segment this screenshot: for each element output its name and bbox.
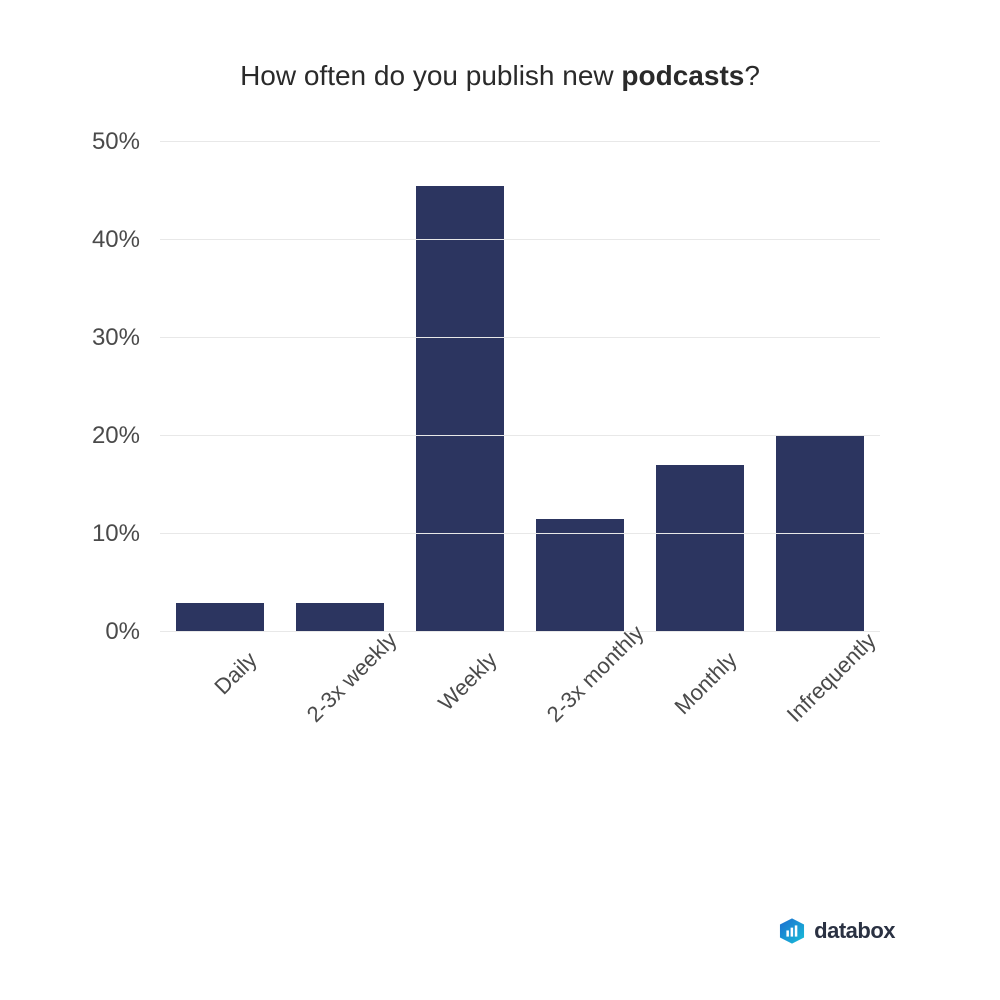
databox-logo: databox: [778, 917, 895, 945]
chart-container: How often do you publish new podcasts? 0…: [0, 0, 1000, 1000]
y-tick-label: 10%: [80, 520, 140, 548]
bar: [176, 603, 264, 632]
databox-logo-text: databox: [814, 918, 895, 944]
title-suffix: ?: [744, 60, 760, 91]
bar: [536, 519, 624, 632]
title-prefix: How often do you publish new: [240, 60, 621, 91]
bar: [296, 603, 384, 632]
y-tick-label: 30%: [80, 324, 140, 352]
y-axis: 0%10%20%30%40%50%: [80, 142, 150, 632]
bar: [656, 465, 744, 632]
title-bold: podcasts: [621, 60, 744, 91]
databox-icon: [778, 917, 806, 945]
bar: [416, 186, 504, 632]
grid-line: [160, 337, 880, 338]
y-tick-label: 20%: [80, 422, 140, 450]
grid-line: [160, 239, 880, 240]
y-tick-label: 50%: [80, 128, 140, 156]
chart-area: 0%10%20%30%40%50%: [160, 142, 880, 632]
bars-group: [160, 142, 880, 632]
y-tick-label: 0%: [80, 618, 140, 646]
x-axis: Daily2-3x weeklyWeekly2-3x monthlyMonthl…: [160, 642, 880, 822]
grid-line: [160, 141, 880, 142]
grid-line: [160, 631, 880, 632]
y-tick-label: 40%: [80, 226, 140, 254]
chart-title: How often do you publish new podcasts?: [80, 60, 920, 92]
grid-line: [160, 533, 880, 534]
grid-line: [160, 435, 880, 436]
bar: [776, 436, 864, 632]
chart-wrapper: 0%10%20%30%40%50% Daily2-3x weeklyWeekly…: [160, 142, 880, 960]
